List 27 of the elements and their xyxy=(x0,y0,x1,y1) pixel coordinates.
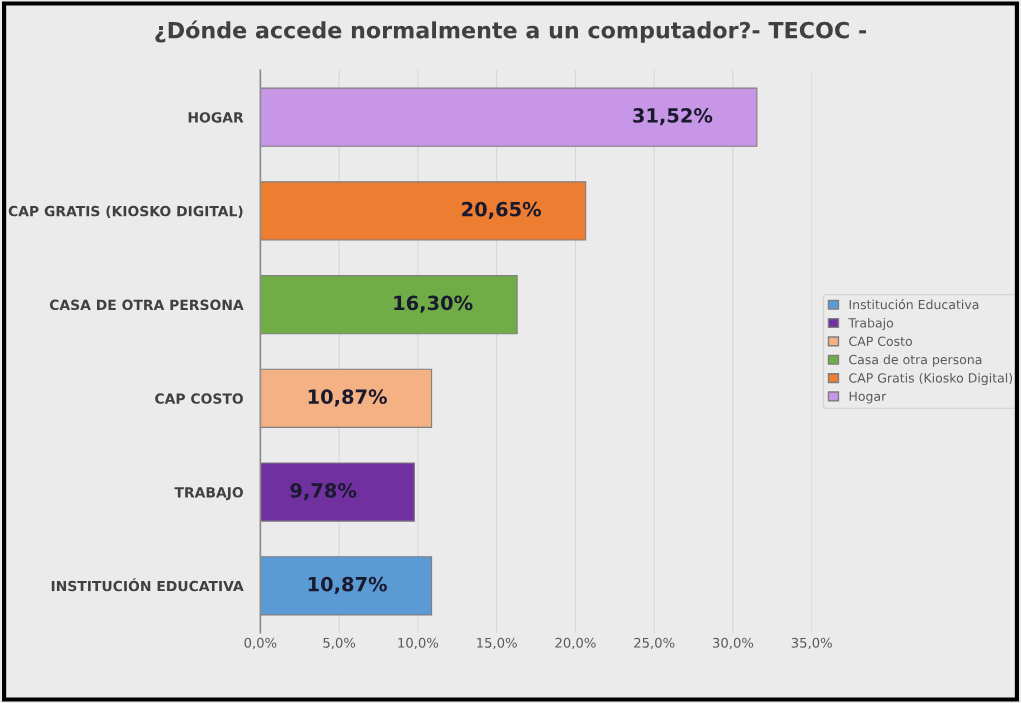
legend-label: Institución Educativa xyxy=(849,299,979,310)
x-tick-label: 30,0% xyxy=(712,637,754,650)
data-label: 31,52% xyxy=(633,108,713,126)
data-label: 9,78% xyxy=(290,483,357,501)
x-tick-label: 0,0% xyxy=(244,637,277,650)
data-label: 20,65% xyxy=(462,201,542,220)
data-label: 16,30% xyxy=(394,295,473,313)
y-tick-label: CAP GRATIS (KIOSKO DIGITAL) xyxy=(8,205,243,219)
legend-label: Hogar xyxy=(849,391,887,404)
data-label: 10,87% xyxy=(308,576,387,594)
x-tick-label: 5,0% xyxy=(323,637,356,650)
y-tick-label: CAP COSTO xyxy=(155,393,243,404)
x-tick-label: 35,0% xyxy=(791,637,832,650)
legend-label: CAP Gratis (Kiosko Digital) xyxy=(849,372,1013,386)
data-label: 10,87% xyxy=(308,389,387,407)
x-tick-label: 15,0% xyxy=(477,637,517,650)
y-tick-label: INSTITUCIÓN EDUCATIVA xyxy=(51,578,244,592)
y-tick-label: HOGAR xyxy=(188,112,244,123)
y-tick-label: TRABAJO xyxy=(174,487,243,501)
legend-label: CAP Costo xyxy=(849,336,912,346)
legend-label: Trabajo xyxy=(848,317,894,331)
x-tick-label: 10,0% xyxy=(398,637,439,650)
chart-title: ¿Dónde accede normalmente a un computador?- TECOC - xyxy=(155,20,866,43)
legend-label: Casa de otra persona xyxy=(849,354,982,367)
x-tick-label: 25,0% xyxy=(634,637,675,650)
y-tick-label: CASA DE OTRA PERSONA xyxy=(49,299,244,311)
x-tick-label: 20,0% xyxy=(555,637,596,650)
